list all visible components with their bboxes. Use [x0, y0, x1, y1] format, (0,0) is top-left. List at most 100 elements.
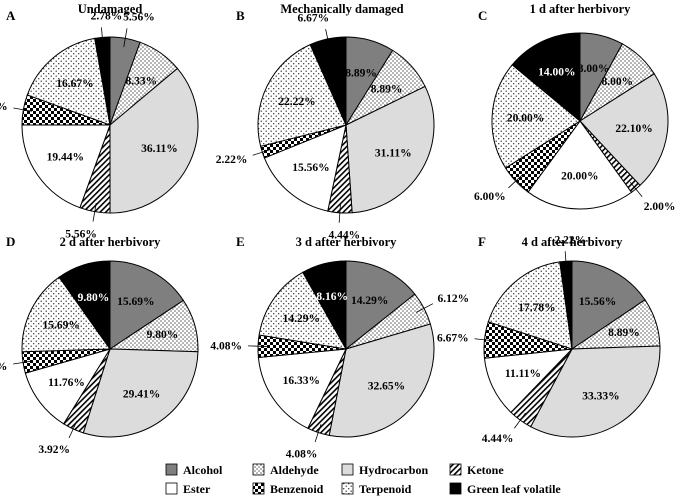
- pie-slice-ester: [527, 120, 633, 210]
- pie-slice-green-leaf-volatile: [302, 260, 347, 351]
- pie-4d-after-herbivory: 15.56% 8.89% 33.33% 4.44% 11.11% 6.67% 17.78% 2…: [437, 234, 661, 445]
- pie-data-label: 8.33%: [125, 75, 157, 87]
- label-leader-line: [13, 107, 33, 112]
- pie-data-label: 15.56%: [579, 296, 616, 308]
- legend-label: Terpenoid: [359, 482, 412, 496]
- panel-letter: F: [478, 234, 486, 249]
- label-leader-line: [248, 345, 267, 347]
- label-leader-line: [314, 424, 322, 443]
- label-leader-line: [68, 420, 78, 439]
- pie-slice-hydrocarbon: [530, 345, 661, 438]
- pie-slice-ester: [257, 348, 347, 429]
- pie-data-label: 4.44%: [482, 433, 514, 445]
- panel-b: B Mechanically damaged 8.89% 8.89% 31.11% 4…: [216, 2, 435, 242]
- pie-slice-terpenoid: [257, 43, 347, 147]
- pie-data-label: 4.44%: [329, 230, 361, 242]
- legend-swatch-ketone: [449, 463, 462, 476]
- panel-title: 2 d after herbivory: [60, 235, 162, 249]
- label-leader-line: [416, 303, 434, 313]
- panel-title: Undamaged: [78, 2, 143, 16]
- legend-label: Ketone: [467, 463, 504, 477]
- pie-data-label: 8.00%: [578, 63, 610, 75]
- legend-item-benzenoid: Benzenoid: [252, 482, 324, 496]
- pie-slice-ester: [263, 124, 347, 212]
- pie-data-label: 22.22%: [278, 96, 315, 108]
- legend-swatch-aldehyde: [252, 463, 265, 476]
- legend-item-hydrocarbon: Hydrocarbon: [341, 463, 428, 477]
- legend-swatch-green-leaf-volatile: [449, 482, 462, 495]
- pie-data-label: 16.33%: [283, 375, 320, 387]
- pie-data-label: 36.11%: [141, 143, 178, 155]
- panel-title: 1 d after herbivory: [530, 2, 632, 16]
- panel-letter: E: [236, 234, 245, 249]
- pie-slice-alcohol: [345, 260, 416, 351]
- legend-swatch-benzenoid: [252, 482, 265, 495]
- pie-slice-terpenoid: [21, 276, 111, 353]
- pie-data-label: 16.67%: [56, 78, 93, 90]
- legend-item-aldehyde: Aldehyde: [252, 463, 319, 477]
- panel-d: D 2 d after herbivory 15.69% 9.80% 29.41% 3…: [0, 234, 199, 456]
- pie-slice-ester: [21, 124, 111, 209]
- pie-data-label: 32.65%: [368, 381, 405, 393]
- pie-slice-terpenoid: [491, 64, 581, 169]
- pie-slice-terpenoid: [258, 271, 347, 350]
- panel-title: 4 d after herbivory: [522, 235, 624, 249]
- label-leader-line: [338, 203, 341, 223]
- pie-data-label: 2.78%: [91, 10, 123, 22]
- legend-label: Benzenoid: [270, 482, 324, 496]
- pie-slice-hydrocarbon: [82, 348, 199, 438]
- legend-item-ester: Ester: [165, 482, 211, 496]
- pie-data-label: 4.08%: [286, 448, 318, 460]
- pie-data-label: 14.29%: [351, 295, 388, 307]
- pie-data-label: 20.00%: [507, 112, 544, 124]
- pie-data-label: 15.69%: [42, 320, 79, 332]
- pie-data-label: 17.78%: [518, 302, 555, 314]
- pie-data-label: 2.22%: [216, 154, 248, 166]
- label-leader-line: [123, 28, 128, 48]
- legend: Alcohol Aldehyde Hydrocarbon Ketone Este…: [165, 463, 561, 496]
- pie-data-label: 9.80%: [78, 292, 110, 304]
- panel-letter: B: [236, 8, 245, 23]
- pie-data-label: 15.69%: [117, 296, 154, 308]
- pie-data-label: 6.67%: [437, 333, 469, 345]
- pie-data-label: 2.22%: [555, 234, 587, 246]
- pie-data-label: 6.67%: [297, 12, 329, 24]
- pie-data-label: 15.56%: [292, 162, 329, 174]
- pie-data-label: 14.00%: [538, 67, 575, 79]
- panel-e: E 3 d after herbivory 14.29% 6.12% 32.65% 4…: [210, 234, 469, 460]
- label-leader-line: [474, 338, 494, 342]
- pie-slice-hydrocarbon: [109, 67, 199, 214]
- label-leader-line: [564, 251, 567, 271]
- legend-label: Aldehyde: [270, 463, 319, 477]
- pie-data-label: 6.00%: [474, 191, 506, 203]
- pie-3d-after-herbivory: 14.29% 6.12%32.65%4.08%16.33%4.08%14.29%8…: [210, 260, 469, 460]
- legend-swatch-terpenoid: [341, 482, 354, 495]
- legend-item-alcohol: Alcohol: [165, 463, 223, 477]
- legend-label: Green leaf volatile: [467, 482, 561, 496]
- label-leader-line: [92, 202, 97, 222]
- legend-item-ketone: Ketone: [449, 463, 504, 477]
- pie-slice-alcohol: [571, 260, 646, 350]
- panel-c: C 1 d after herbivory 8.00%8.00% 22.10% 2.…: [474, 2, 675, 213]
- pie-data-label: 8.89%: [371, 84, 403, 96]
- pie-slice-alcohol: [109, 260, 185, 350]
- legend-label: Alcohol: [183, 463, 223, 477]
- pie-data-label: 14.29%: [283, 313, 320, 325]
- panel-title: Mechanically damaged: [280, 2, 403, 16]
- panel-letter: D: [6, 234, 15, 249]
- pie-data-label: 8.00%: [602, 76, 634, 88]
- pie-data-label: 11.76%: [48, 377, 85, 389]
- panel-title: 3 d after herbivory: [296, 235, 398, 249]
- pie-slice-terpenoid: [487, 261, 573, 350]
- pie-data-label: 5.56%: [65, 228, 97, 240]
- pie-slice-hydrocarbon: [328, 323, 435, 438]
- pie-slice-hydrocarbon: [345, 85, 435, 214]
- legend-label: Ester: [183, 482, 211, 496]
- pie-data-label: 20.00%: [561, 171, 598, 183]
- pie-data-label: 31.11%: [375, 147, 412, 159]
- legend-item-terpenoid: Terpenoid: [341, 482, 412, 496]
- pie-data-label: 11.11%: [505, 368, 541, 380]
- label-leader-line: [514, 412, 526, 429]
- panel-letter: C: [478, 8, 487, 23]
